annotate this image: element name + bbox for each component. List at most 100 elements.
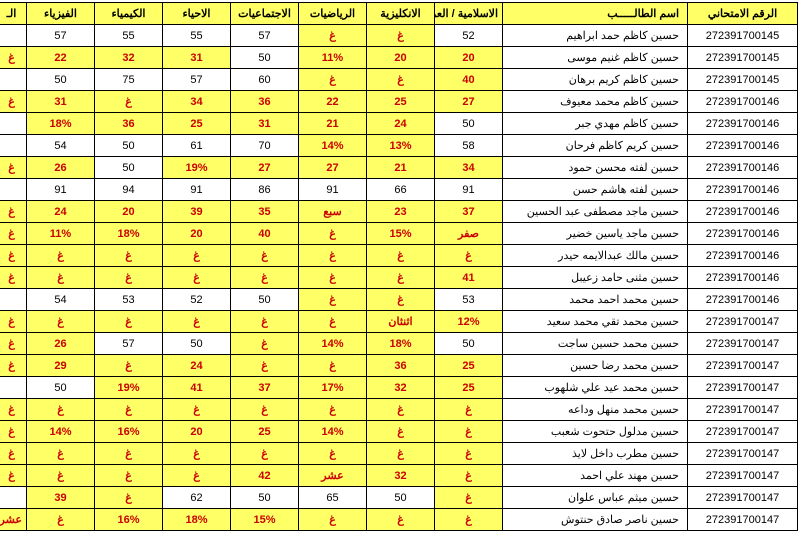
grade-cell: 39 [27, 487, 95, 509]
exam-number: 272391700145 [688, 25, 798, 47]
grade-cell: غ [163, 267, 231, 289]
grade-cell: غ [435, 509, 503, 531]
grade-cell: غ [435, 245, 503, 267]
table-row: 272391700146حسين لفته هاشم حسن9166918691… [0, 179, 798, 201]
grade-cell: غ [0, 443, 27, 465]
grade-cell: غ [27, 311, 95, 333]
grade-cell: 32 [367, 377, 435, 399]
grade-cell: غ [299, 289, 367, 311]
grade-cell: غ [231, 399, 299, 421]
grade-cell: غ [95, 487, 163, 509]
header-9: الـ [0, 3, 27, 25]
grade-cell: غ [435, 487, 503, 509]
table-row: 272391700146حسين ماجد مصطفى عبد الحسين37… [0, 201, 798, 223]
grade-cell: غ [299, 223, 367, 245]
grade-cell: غ [299, 399, 367, 421]
grade-cell: غ [0, 333, 27, 355]
student-name: حسين كاظم مهدي جبر [503, 113, 688, 135]
grade-cell: 50 [231, 289, 299, 311]
header-7: الكيمياء [95, 3, 163, 25]
grade-cell: غ [435, 465, 503, 487]
grade-cell: 61 [163, 135, 231, 157]
grade-cell: غ [231, 333, 299, 355]
grade-cell: 50 [231, 47, 299, 69]
grade-cell: غ [299, 355, 367, 377]
grade-cell: غ [367, 399, 435, 421]
grade-cell: 24 [163, 355, 231, 377]
grade-cell: 57 [231, 25, 299, 47]
grade-cell: سبع [299, 201, 367, 223]
student-name: حسين مثنى حامد زعيبل [503, 267, 688, 289]
student-name: حسين محمد رضا حسين [503, 355, 688, 377]
header-5: الاجتماعيات [231, 3, 299, 25]
table-row: 272391700146حسين لفته محسن حمود342127271… [0, 157, 798, 179]
grade-cell: 14% [299, 333, 367, 355]
grade-cell: عشر [299, 465, 367, 487]
grade-cell: 62 [163, 487, 231, 509]
grade-cell: 11% [299, 47, 367, 69]
exam-number: 272391700147 [688, 355, 798, 377]
grade-cell: 29 [27, 355, 95, 377]
grade-cell: 37 [435, 201, 503, 223]
grade-cell: 50 [367, 487, 435, 509]
header-6: الاحياء [163, 3, 231, 25]
grade-cell: غ [231, 245, 299, 267]
grade-cell: غ [231, 311, 299, 333]
grade-cell: غ [163, 399, 231, 421]
grade-cell [0, 25, 27, 47]
exam-number: 272391700146 [688, 91, 798, 113]
grade-cell: 26 [27, 333, 95, 355]
grade-cell: 50 [27, 377, 95, 399]
grade-cell: 18% [95, 223, 163, 245]
exam-number: 272391700147 [688, 443, 798, 465]
grade-cell: 14% [299, 421, 367, 443]
student-name: حسين ميثم عباس علوان [503, 487, 688, 509]
grade-cell: 22 [27, 47, 95, 69]
grade-cell: 91 [299, 179, 367, 201]
header-3: الانكليزية [367, 3, 435, 25]
table-row: 272391700147حسين مدلول حتحوت شعببغغ14%25… [0, 421, 798, 443]
grade-cell: 50 [95, 135, 163, 157]
grade-cell: 34 [163, 91, 231, 113]
grade-cell: 50 [435, 113, 503, 135]
grade-cell [0, 487, 27, 509]
table-row: 272391700146حسين كاظم محمد معيوف27252236… [0, 91, 798, 113]
grade-cell: 12% [435, 311, 503, 333]
student-name: حسين محمد منهل وداعه [503, 399, 688, 421]
header-4: الرياضيات [299, 3, 367, 25]
grade-cell: غ [27, 443, 95, 465]
grade-cell: صفر [435, 223, 503, 245]
student-name: حسين مالك عبدالايمه حيدر [503, 245, 688, 267]
grade-cell: 40 [231, 223, 299, 245]
grade-cell: غ [299, 509, 367, 531]
grade-cell: 14% [299, 135, 367, 157]
grade-cell: 50 [163, 333, 231, 355]
table-row: 272391700147حسين محمد حسين ساجت5018%14%غ… [0, 333, 798, 355]
table-row: 272391700147حسين مهند علي احمدغ32عشر42غغ… [0, 465, 798, 487]
grade-cell: 21 [367, 157, 435, 179]
exam-number: 272391700147 [688, 333, 798, 355]
table-row: 272391700146حسين ماجد ياسين خضيرصفر15%غ4… [0, 223, 798, 245]
student-name: حسين كاظم محمد معيوف [503, 91, 688, 113]
student-name: حسين مطرب داخل لايذ [503, 443, 688, 465]
grade-cell: 86 [231, 179, 299, 201]
header-2: الاسلامية / العربية [435, 3, 503, 25]
exam-number: 272391700146 [688, 223, 798, 245]
grade-cell: 25 [435, 377, 503, 399]
grade-cell [0, 377, 27, 399]
grade-cell: اثنثان [367, 311, 435, 333]
student-name: حسين محمد عيد علي شلهوب [503, 377, 688, 399]
grade-cell: 60 [231, 69, 299, 91]
exam-number: 272391700145 [688, 47, 798, 69]
grade-cell: غ [0, 465, 27, 487]
grade-cell: غ [163, 245, 231, 267]
table-row: 272391700146حسين كريم كاظم فرحان5813%14%… [0, 135, 798, 157]
grade-cell: غ [95, 443, 163, 465]
grade-cell: غ [163, 443, 231, 465]
grade-cell: غ [95, 465, 163, 487]
grade-cell: غ [0, 311, 27, 333]
grade-cell: 39 [163, 201, 231, 223]
grade-cell: 14% [27, 421, 95, 443]
grade-cell: 52 [163, 289, 231, 311]
grade-cell: غ [0, 223, 27, 245]
